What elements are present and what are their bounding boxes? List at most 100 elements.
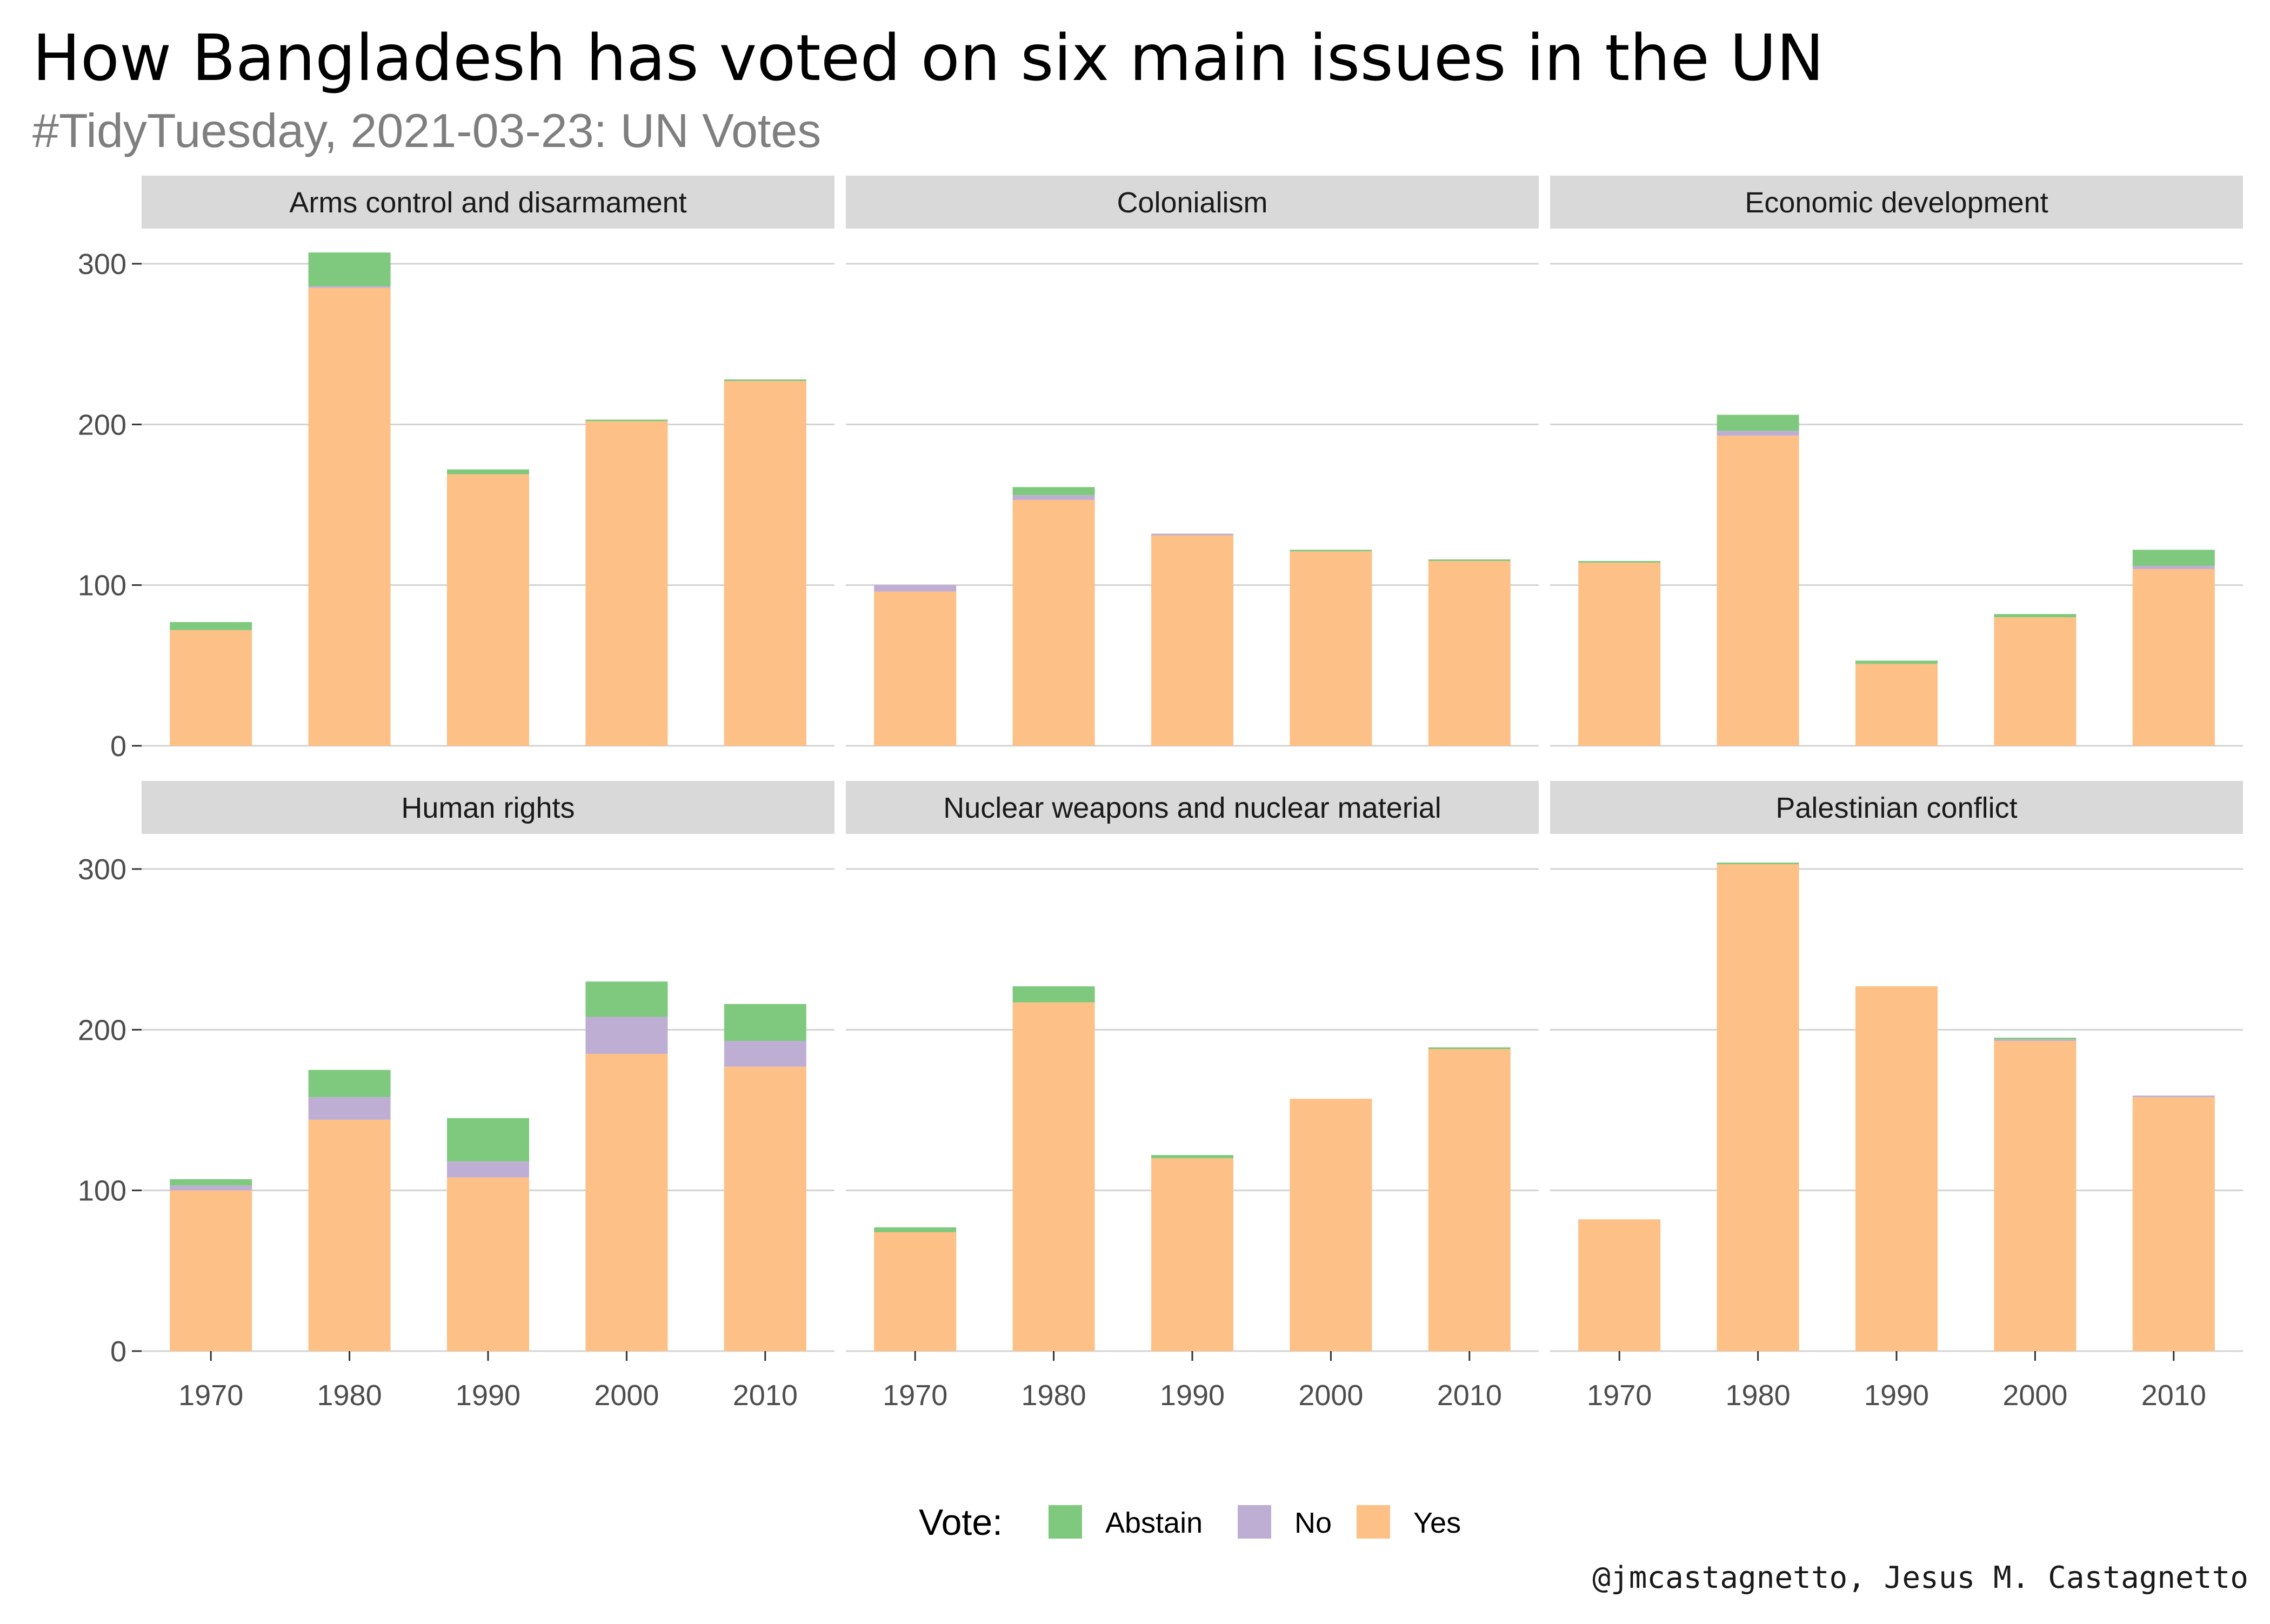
bar-segment-yes xyxy=(874,591,957,746)
facet-strip xyxy=(142,176,834,229)
bar-segment-yes xyxy=(1151,535,1233,746)
bar-segment-yes xyxy=(170,1190,252,1351)
facet-strip xyxy=(846,176,1539,229)
facet-strip xyxy=(1550,176,2243,229)
chart-caption: @jmcastagnetto, Jesus M. Castagnetto xyxy=(1592,1560,2248,1595)
legend-label: No xyxy=(1294,1507,1332,1539)
bar-segment-abstain xyxy=(2132,550,2215,566)
legend-swatch xyxy=(1238,1505,1271,1539)
bar-segment-yes xyxy=(1012,1002,1095,1351)
bar-segment-no xyxy=(2132,565,2215,569)
bar-segment-abstain xyxy=(1994,1038,2077,1040)
x-tick-label: 1990 xyxy=(1160,1379,1225,1412)
bar-segment-no xyxy=(308,286,391,288)
legend: Vote: Abstain No Yes xyxy=(919,1502,1461,1543)
bar-segment-abstain xyxy=(874,1227,957,1232)
bar-segment-abstain xyxy=(585,981,668,1017)
bar-segment-abstain xyxy=(1717,415,1799,431)
bar-segment-abstain xyxy=(170,1179,252,1186)
facet-strip-label: Arms control and disarmament xyxy=(289,186,686,219)
bar-segment-yes xyxy=(1428,1049,1511,1351)
bar-segment-yes xyxy=(874,1232,957,1351)
x-tick-label: 2000 xyxy=(2002,1379,2067,1412)
bar-segment-abstain xyxy=(308,252,391,286)
legend-item: Yes xyxy=(1357,1505,1461,1539)
bar-segment-abstain xyxy=(447,469,529,474)
legend-item: No xyxy=(1238,1505,1332,1539)
bar-segment-yes xyxy=(2132,569,2215,746)
bar-segment-yes xyxy=(1578,563,1661,746)
bar-segment-yes xyxy=(308,1119,391,1351)
y-tick-label: 300 xyxy=(78,248,126,280)
bar-segment-no xyxy=(447,1161,529,1178)
bar-segment-no xyxy=(724,1041,806,1067)
bar-segment-yes xyxy=(1151,1158,1233,1351)
bar-segment-abstain xyxy=(585,419,668,422)
x-tick-label: 1980 xyxy=(1726,1379,1791,1412)
x-tick-label: 2010 xyxy=(2141,1379,2206,1412)
facet-strip-label: Economic development xyxy=(1745,186,2048,219)
bar-segment-yes xyxy=(170,630,252,746)
facet-panels: Arms control and disarmament 0 100 200 300 Co… xyxy=(78,176,2243,1412)
y-tick-label: 0 xyxy=(110,730,126,763)
bar-segment-abstain xyxy=(1578,561,1661,563)
x-tick-label: 1970 xyxy=(883,1379,947,1412)
bar-segment-yes xyxy=(1855,986,1938,1351)
bar-segment-no xyxy=(1717,431,1799,436)
bar-segment-yes xyxy=(585,1053,668,1351)
x-tick-label: 1970 xyxy=(178,1379,243,1412)
y-tick-label: 100 xyxy=(78,1175,126,1207)
bar-segment-abstain xyxy=(1151,1155,1233,1159)
legend-label: Yes xyxy=(1413,1507,1461,1539)
y-tick-label: 200 xyxy=(78,409,126,441)
bar-segment-yes xyxy=(1578,1219,1661,1351)
bar-segment-abstain xyxy=(308,1070,391,1098)
bar-segment-yes xyxy=(308,288,391,746)
bar-segment-abstain xyxy=(1012,487,1095,496)
bar-segment-no xyxy=(874,585,957,592)
facet-panel: Arms control and disarmament 0 100 200 300 xyxy=(78,176,834,763)
bar-segment-yes xyxy=(1290,551,1372,746)
legend-item: Abstain xyxy=(1049,1505,1203,1539)
x-tick-label: 1980 xyxy=(317,1379,382,1412)
facet-strip-label: Palestinian conflict xyxy=(1775,792,2017,824)
bar-segment-yes xyxy=(447,474,529,746)
bar-segment-yes xyxy=(1717,864,1799,1351)
bar-segment-no xyxy=(1012,495,1095,500)
bar-segment-yes xyxy=(1994,1041,2077,1351)
facet-strip xyxy=(142,781,834,834)
facet-strip-label: Colonialism xyxy=(1117,186,1267,219)
y-tick-label: 0 xyxy=(110,1335,126,1368)
chart-title: How Bangladesh has voted on six main iss… xyxy=(32,21,1824,95)
facet-strip xyxy=(1550,781,2243,834)
legend-swatch xyxy=(1049,1505,1082,1539)
x-tick-label: 2010 xyxy=(733,1379,798,1412)
legend-swatch xyxy=(1357,1505,1390,1539)
bar-segment-abstain xyxy=(1994,614,2077,618)
x-tick-label: 2010 xyxy=(1437,1379,1502,1412)
bar-segment-abstain xyxy=(1428,559,1511,562)
facet-panel: Palestinian conflict 1970 1980 1990 2000 2010 xyxy=(1550,781,2243,1412)
bar-segment-abstain xyxy=(1428,1047,1511,1050)
facet-panel: Nuclear weapons and nuclear material 1970… xyxy=(846,781,1539,1412)
bar-segment-yes xyxy=(2132,1097,2215,1351)
bar-segment-abstain xyxy=(1855,660,1938,664)
bar-segment-no xyxy=(1994,1039,2077,1041)
x-tick-label: 1980 xyxy=(1021,1379,1086,1412)
bar-segment-yes xyxy=(1717,436,1799,746)
bar-segment-abstain xyxy=(1012,986,1095,1003)
legend-title: Vote: xyxy=(919,1502,1003,1543)
bar-segment-no xyxy=(308,1097,391,1120)
bar-segment-abstain xyxy=(724,379,806,382)
bar-segment-yes xyxy=(1290,1099,1372,1351)
facet-strip xyxy=(846,781,1539,834)
y-tick-label: 300 xyxy=(78,853,126,886)
bar-segment-no xyxy=(1151,533,1233,536)
bar-segment-yes xyxy=(1428,561,1511,746)
facet-strip-label: Nuclear weapons and nuclear material xyxy=(943,792,1441,824)
legend-label: Abstain xyxy=(1105,1507,1203,1539)
bar-segment-yes xyxy=(724,1066,806,1351)
x-tick-label: 1990 xyxy=(456,1379,520,1412)
